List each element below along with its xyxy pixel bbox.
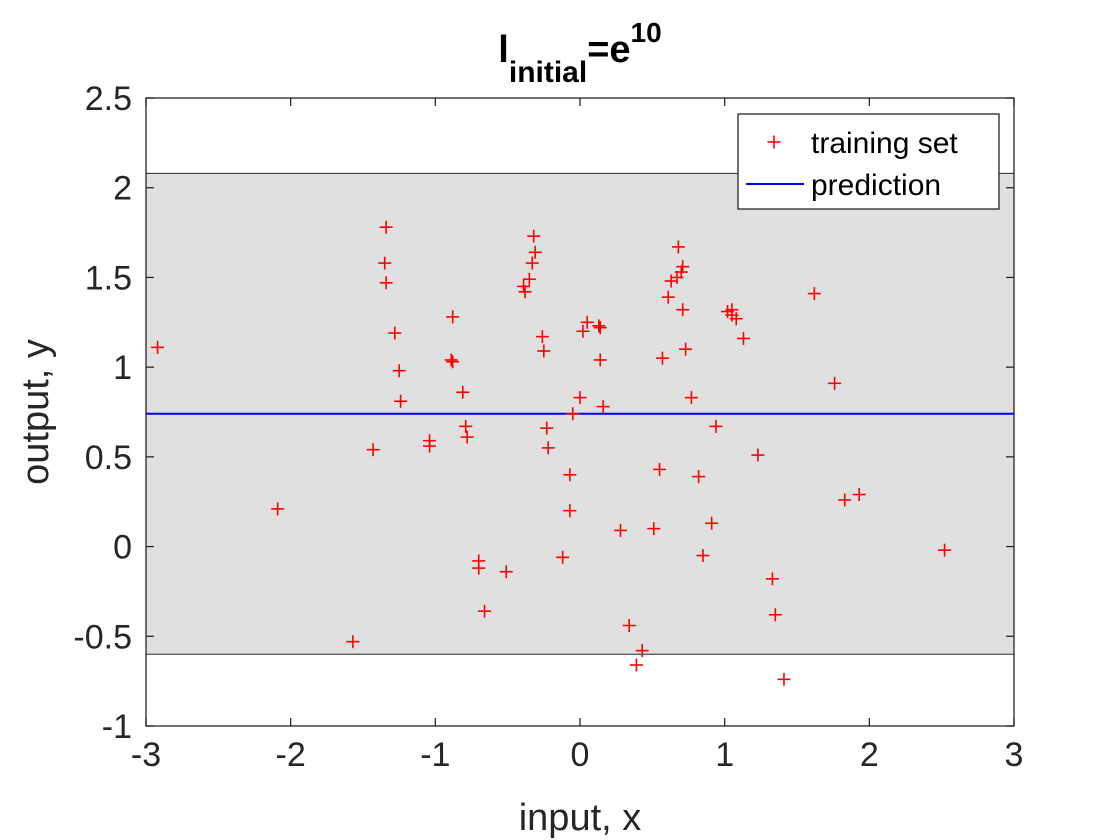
training-point <box>528 245 542 259</box>
legend-box <box>737 113 1000 210</box>
x-axis-label: input, x <box>519 797 642 839</box>
training-point <box>828 376 842 390</box>
training-point <box>647 522 661 536</box>
training-point <box>596 400 610 414</box>
training-point <box>676 303 690 317</box>
training-point <box>635 644 649 658</box>
legend-training-set-marker <box>767 135 781 149</box>
training-point <box>573 391 587 405</box>
training-point <box>525 256 539 270</box>
training-point <box>460 430 474 444</box>
training-point <box>394 394 408 408</box>
training-point <box>629 658 643 672</box>
training-point <box>580 315 594 329</box>
training-point <box>537 344 551 358</box>
legend: training set prediction <box>737 113 1000 210</box>
y-tick-label: 0.5 <box>85 439 132 477</box>
training-point <box>271 502 285 516</box>
training-point <box>674 265 688 279</box>
training-point <box>593 353 607 367</box>
training-point <box>684 391 698 405</box>
training-point <box>653 462 667 476</box>
training-point <box>566 407 580 421</box>
training-point <box>446 355 460 369</box>
training-point <box>807 287 821 301</box>
y-tick-label: 2 <box>113 170 132 208</box>
x-tick-label: 1 <box>715 736 734 774</box>
training-point <box>522 272 536 286</box>
training-point <box>622 619 636 633</box>
training-point <box>709 419 723 433</box>
training-point <box>576 324 590 338</box>
y-tick-label: 2.5 <box>85 80 132 118</box>
training-point <box>592 319 606 333</box>
training-point <box>518 285 532 299</box>
x-tick-label: -3 <box>131 736 161 774</box>
training-point <box>446 310 460 324</box>
training-point <box>563 504 577 518</box>
training-point <box>388 326 402 340</box>
training-point <box>692 470 706 484</box>
training-point <box>696 549 710 563</box>
x-tick-label: 3 <box>1005 736 1024 774</box>
training-point <box>736 331 750 345</box>
legend-prediction-label: prediction <box>811 169 941 202</box>
training-point <box>671 240 685 254</box>
training-point <box>852 488 866 502</box>
training-point <box>459 419 473 433</box>
training-point <box>456 385 470 399</box>
y-tick-label: 1 <box>113 349 132 387</box>
training-point <box>676 260 690 274</box>
training-point <box>768 608 782 622</box>
training-point <box>151 340 165 354</box>
training-point <box>541 441 555 455</box>
training-point <box>729 312 743 326</box>
x-tick-label: 0 <box>571 736 590 774</box>
training-point <box>527 229 541 243</box>
y-tick-label: 1.5 <box>85 259 132 297</box>
y-tick-label: -1 <box>102 708 132 746</box>
training-point <box>392 364 406 378</box>
training-point <box>540 421 554 435</box>
training-point <box>535 330 549 344</box>
y-tick-label: 0 <box>113 529 132 567</box>
training-point <box>593 321 607 335</box>
training-point <box>838 493 852 507</box>
training-point <box>705 516 719 530</box>
training-point <box>765 572 779 586</box>
x-tick-label: -2 <box>276 736 306 774</box>
training-point <box>938 543 952 557</box>
training-point <box>679 342 693 356</box>
legend-plus-marker <box>767 135 781 149</box>
training-point <box>423 439 437 453</box>
training-set-points <box>151 220 952 686</box>
training-point <box>472 561 486 575</box>
y-axis-ticks: -1 -0.5 0 0.5 1 1.5 2 2.5 <box>73 80 1014 746</box>
x-tick-label: 2 <box>860 736 879 774</box>
training-point <box>661 290 675 304</box>
training-point <box>614 523 628 537</box>
training-point <box>379 276 393 290</box>
legend-training-set-label: training set <box>811 127 958 160</box>
chart-title: linitial=e10 <box>498 17 661 89</box>
training-point <box>379 220 393 234</box>
training-point <box>517 279 531 293</box>
training-point <box>378 256 392 270</box>
x-axis-ticks: -3 -2 -1 0 1 2 3 <box>131 98 1024 774</box>
training-point <box>563 468 577 482</box>
y-axis-label: output, y <box>15 339 57 485</box>
training-point <box>556 550 570 564</box>
training-point <box>777 672 791 686</box>
training-point <box>751 448 765 462</box>
x-tick-label: -1 <box>420 736 450 774</box>
training-point <box>444 353 458 367</box>
training-point <box>499 565 513 579</box>
training-point <box>478 604 492 618</box>
training-point <box>346 635 360 649</box>
y-tick-label: -0.5 <box>73 618 132 656</box>
training-point <box>366 443 380 457</box>
training-point <box>655 351 669 365</box>
